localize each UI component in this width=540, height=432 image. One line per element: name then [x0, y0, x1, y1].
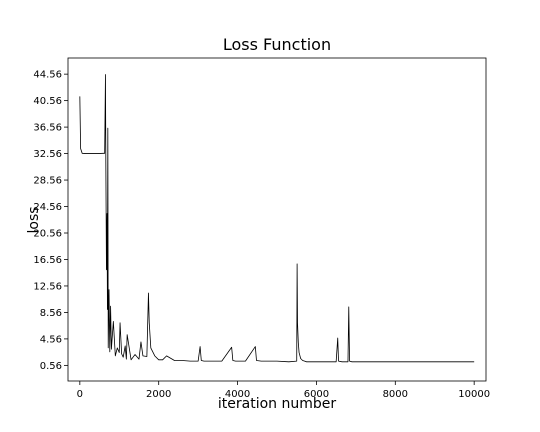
x-axis-label: iteration number: [218, 396, 336, 412]
plot-area: 0 2000 4000 6000 8000 10000 0.56 4.56 8.56 12.56…: [33, 57, 490, 400]
y-tick-label: 24.56: [33, 202, 62, 213]
x-tick-label: 8000: [383, 389, 408, 400]
y-tick-label: 44.56: [33, 70, 62, 81]
x-tick-label: 2000: [146, 389, 171, 400]
chart-title: Loss Function: [223, 35, 331, 54]
y-tick-label: 36.56: [33, 123, 62, 134]
y-tick-label: 28.56: [33, 176, 62, 187]
axes-frame: [67, 57, 487, 382]
y-tick-label: 16.56: [33, 255, 62, 266]
y-tick-label: 40.56: [33, 96, 62, 107]
x-tick-label: 0: [77, 389, 83, 400]
y-axis-label: loss: [26, 206, 42, 233]
series-layer: [79, 74, 475, 363]
y-tick-label: 8.56: [40, 308, 62, 319]
loss-series-line-0: [79, 74, 475, 363]
x-tick-label: 10000: [458, 389, 490, 400]
x-tick-label: 6000: [304, 389, 329, 400]
y-tick-label: 20.56: [33, 229, 62, 240]
y-tick-label: 32.56: [33, 149, 62, 160]
y-tick-label: 12.56: [33, 281, 62, 292]
y-axis-ticks: 0.56 4.56 8.56 12.56 16.56 20.56 24.56 28.56 32.…: [33, 70, 68, 372]
y-tick-label: 4.56: [40, 334, 62, 345]
x-axis-ticks: 0 2000 4000 6000 8000 10000: [77, 381, 490, 400]
x-tick-label: 4000: [225, 389, 250, 400]
y-tick-label: 0.56: [40, 361, 62, 372]
